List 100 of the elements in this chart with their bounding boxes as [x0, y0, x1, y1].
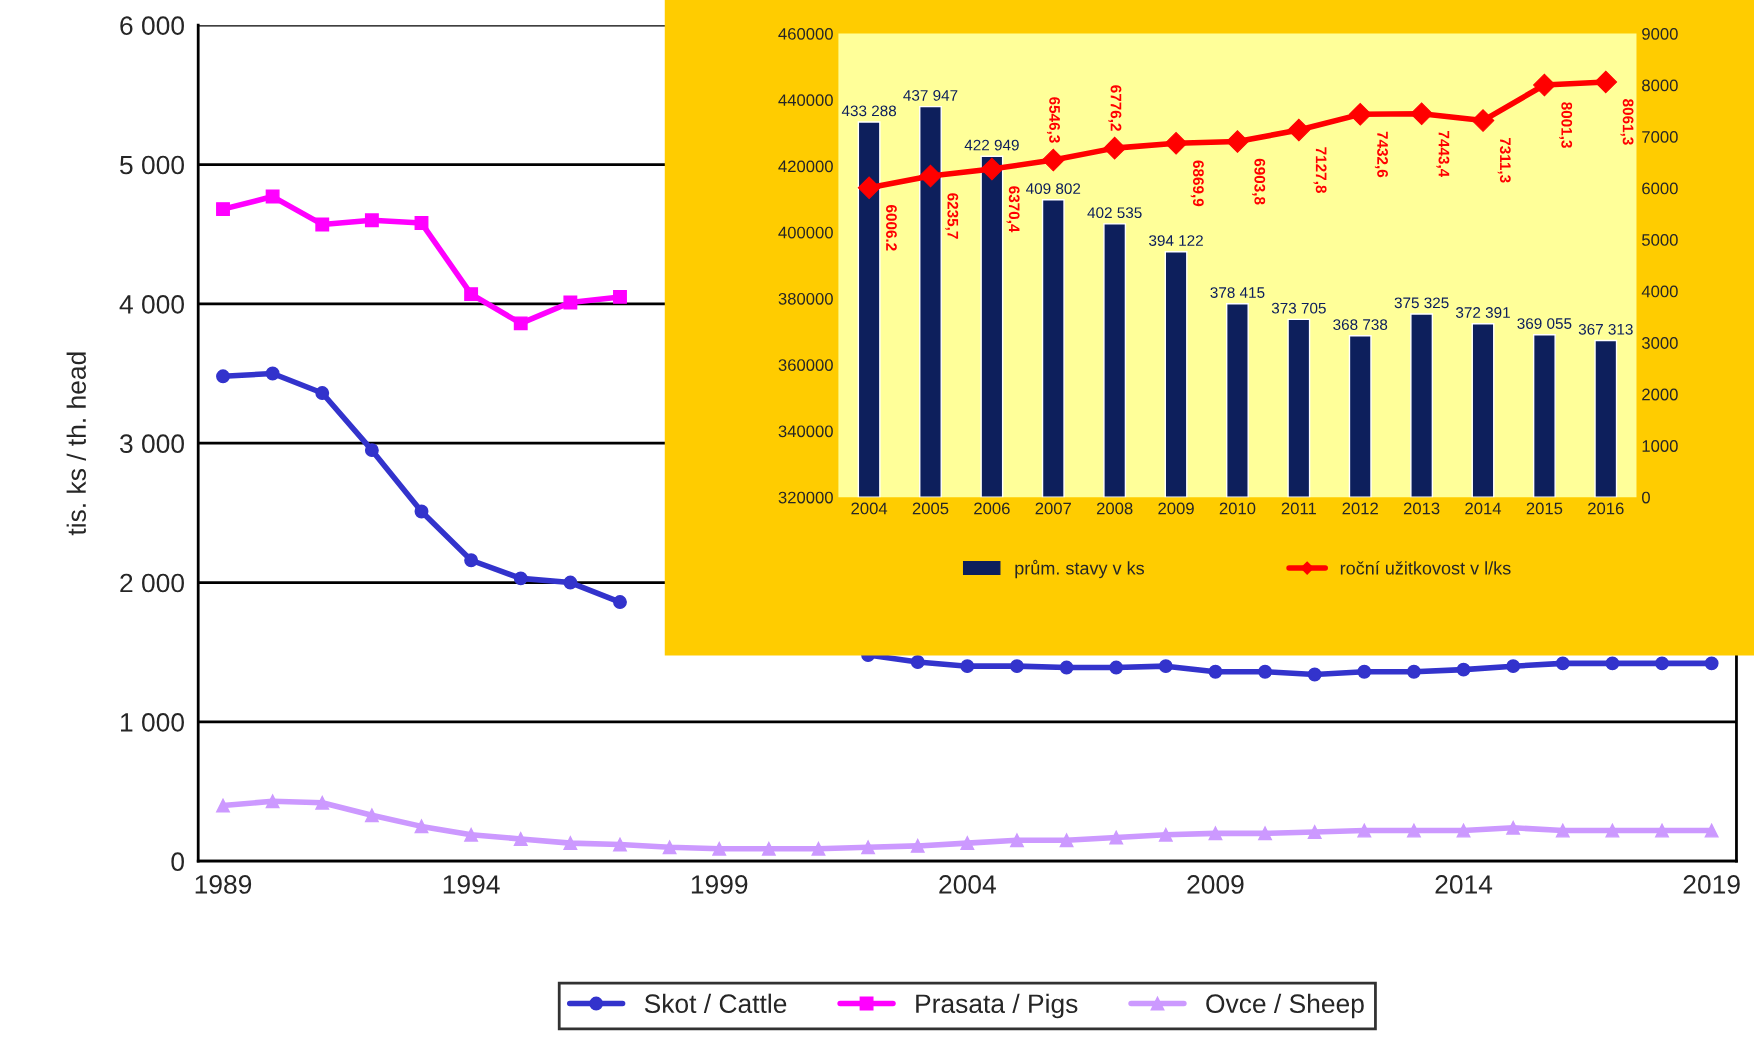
- y2-tick-label: 6000: [1642, 182, 1678, 195]
- x-tick-label: 2004: [851, 502, 888, 515]
- point: [1208, 664, 1223, 679]
- point: [1287, 118, 1311, 142]
- point: [960, 659, 975, 674]
- data-label: 6006.2: [886, 205, 897, 251]
- point: [1506, 820, 1521, 835]
- point: [1059, 660, 1074, 675]
- point: [662, 840, 677, 855]
- legend-label: Prasata / Pigs: [916, 993, 1078, 1019]
- y2-tick-label: 0: [1641, 491, 1650, 504]
- x-tick-label: 2009: [1187, 875, 1244, 894]
- point: [1348, 102, 1372, 126]
- point: [1594, 70, 1618, 94]
- x-tick-label: 2013: [1403, 502, 1440, 515]
- point: [1357, 664, 1372, 679]
- data-label: 437 947: [903, 89, 958, 101]
- data-label: 368 738: [1333, 319, 1388, 331]
- point: [414, 504, 429, 519]
- y-axis-title: tis. ks / th. head: [66, 352, 86, 536]
- point: [1357, 823, 1372, 838]
- point: [919, 164, 942, 188]
- point: [315, 795, 330, 810]
- x-tick-label: 1999: [691, 875, 748, 894]
- x-tick-label: 2011: [1281, 502, 1316, 515]
- data-label: 7311,3: [1497, 137, 1511, 183]
- point: [1258, 664, 1273, 679]
- point: [1456, 823, 1471, 838]
- point: [464, 827, 479, 842]
- data-label: 373 705: [1271, 302, 1326, 314]
- x-tick-label: 2019: [1683, 875, 1740, 894]
- point: [265, 794, 280, 809]
- point: [1164, 131, 1188, 155]
- data-label: 367 313: [1578, 323, 1633, 335]
- point: [1307, 825, 1322, 839]
- point: [464, 287, 479, 302]
- point: [980, 157, 1004, 181]
- y-tick-label: 320000: [778, 491, 833, 504]
- point: [857, 176, 881, 200]
- x-tick-label: 2005: [912, 502, 949, 515]
- data-label: 375 325: [1394, 297, 1449, 309]
- x-tick-label: 2008: [1096, 502, 1133, 515]
- data-label: 8061,3: [1620, 99, 1634, 145]
- data-label: 6370,4: [1006, 186, 1020, 233]
- point: [513, 571, 528, 586]
- point: [613, 289, 627, 304]
- y2-tick-label: 3000: [1641, 337, 1678, 349]
- legend-label: Ovce / Sheep: [1206, 993, 1364, 1019]
- point: [1226, 130, 1249, 153]
- point: [216, 369, 230, 384]
- point: [464, 553, 479, 568]
- point: [1406, 823, 1421, 838]
- point: [1208, 826, 1223, 841]
- x-tick-label: 2007: [1035, 502, 1071, 515]
- x-tick-label: 2006: [974, 502, 1010, 515]
- point: [1655, 823, 1669, 838]
- point: [216, 798, 230, 813]
- point: [513, 316, 528, 331]
- y2-tick-label: 8000: [1642, 79, 1678, 92]
- y-tick-label: 380000: [778, 292, 833, 305]
- point: [563, 575, 578, 590]
- y-tick-label: 460000: [778, 27, 833, 40]
- legend-label: prům. stavy v ks: [1015, 559, 1144, 579]
- point: [414, 819, 429, 834]
- x-tick-label: 2015: [1526, 502, 1563, 515]
- y-tick-label: 440000: [778, 94, 833, 107]
- point: [563, 295, 578, 310]
- data-label: 6776,2: [1108, 85, 1122, 131]
- y-tick-label: 360000: [778, 359, 833, 371]
- x-tick-label: 2014: [1465, 502, 1502, 515]
- point: [1605, 823, 1620, 838]
- point: [1103, 136, 1126, 160]
- y2-tick-label: 7000: [1642, 131, 1678, 143]
- point: [761, 841, 776, 856]
- y-tick-label: 340000: [778, 425, 833, 438]
- data-label: 378 415: [1210, 287, 1265, 298]
- point: [1655, 656, 1669, 671]
- y-tick-label: 0: [171, 852, 184, 872]
- point: [315, 217, 330, 232]
- data-label: 6235,7: [945, 193, 959, 239]
- point: [1704, 823, 1719, 838]
- point: [513, 831, 528, 846]
- y-tick-label: 3 000: [119, 434, 184, 454]
- point: [1704, 656, 1719, 671]
- point: [265, 189, 280, 204]
- point: [1258, 826, 1273, 841]
- point: [1109, 660, 1124, 675]
- point: [563, 836, 578, 851]
- point: [364, 808, 379, 823]
- point: [364, 213, 379, 228]
- point: [1406, 664, 1421, 679]
- x-tick-label: 2009: [1158, 502, 1194, 515]
- point: [910, 838, 925, 853]
- point: [1533, 73, 1556, 97]
- legend-label: roční užitkovost v l/ks: [1340, 561, 1511, 575]
- x-tick-label: 1994: [443, 875, 500, 894]
- point: [613, 837, 627, 852]
- x-tick-label: 2014: [1435, 875, 1493, 894]
- x-tick-label: 2010: [1219, 502, 1256, 515]
- y2-tick-label: 5000: [1642, 234, 1678, 246]
